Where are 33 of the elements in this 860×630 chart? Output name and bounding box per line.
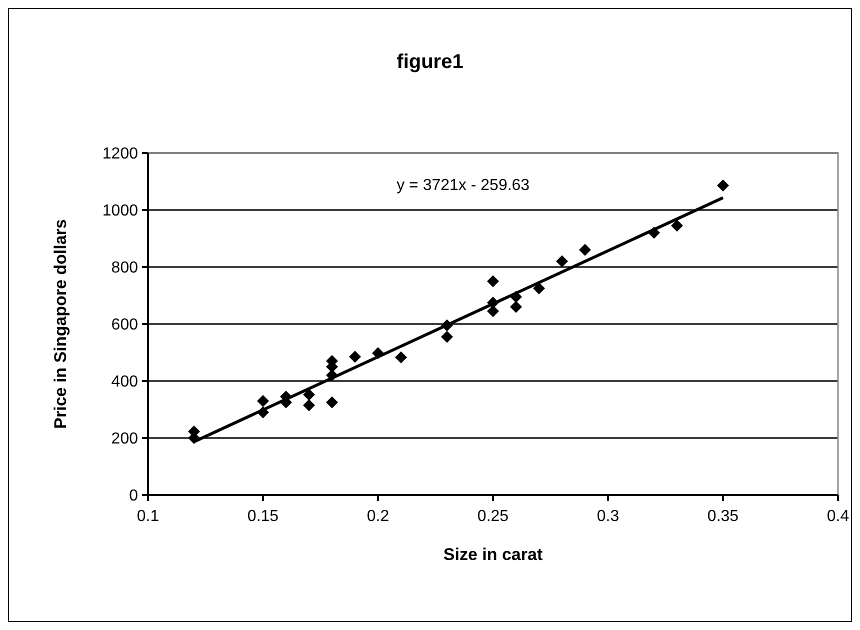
y-tick-label: 600 (111, 316, 138, 334)
y-axis-title: Price in Singapore dollars (51, 219, 70, 429)
x-tick-label: 0.4 (826, 508, 850, 525)
point (579, 244, 591, 256)
x-tick-label: 0.3 (596, 508, 620, 525)
point (556, 255, 568, 268)
point (257, 394, 269, 407)
x-axis-title: Size in carat (443, 545, 543, 564)
point (487, 275, 499, 288)
point (349, 350, 361, 363)
x-tick-label: 0.2 (366, 508, 390, 525)
x-tick-label: 0.1 (136, 508, 160, 525)
chart-title: figure1 (396, 51, 464, 73)
y-tick-label: 800 (111, 260, 138, 277)
x-tick-label: 0.25 (477, 508, 509, 525)
point (441, 330, 453, 343)
point (395, 351, 407, 364)
y-tick-label: 1200 (102, 146, 138, 163)
annotation: y = 3721x - 259.63 (396, 177, 530, 194)
y-tick-label: 1000 (102, 202, 138, 220)
point (487, 305, 499, 318)
point (326, 396, 338, 408)
y-tick-label: 200 (111, 430, 138, 448)
point (510, 300, 522, 313)
x-tick-label: 0.15 (247, 508, 279, 525)
y-tick-label: 400 (111, 374, 138, 391)
point (303, 399, 315, 412)
point (303, 388, 315, 401)
point (671, 220, 683, 232)
point (533, 282, 545, 294)
x-tick-label: 0.35 (707, 508, 739, 525)
y-tick-label: 0 (129, 488, 138, 505)
point (717, 179, 729, 192)
